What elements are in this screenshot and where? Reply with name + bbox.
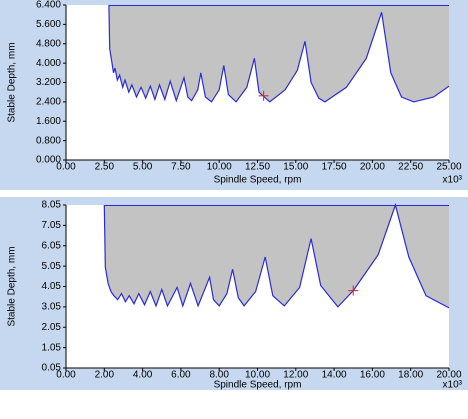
x-tick-label: 10.00 [245,370,270,381]
x-multiplier: x10³ [443,380,463,391]
x-tick-label: 18.00 [398,370,423,381]
x-tick-label: 2.00 [95,370,115,381]
y-tick-label: 4.800 [36,38,61,49]
y-tick-label: 7.05 [42,220,62,231]
y-tick-label: 0.800 [36,135,61,146]
y-tick-label: 6.400 [36,0,61,11]
x-tick-label: 5.00 [133,162,153,173]
x-tick-label: 20.00 [436,370,461,381]
y-tick-label: 6.05 [42,240,62,251]
x-tick-label: 2.50 [95,162,115,173]
operating-point [348,285,359,296]
y-axis-title: Stable Depth, mm [7,246,18,326]
x-tick-label: 17.50 [322,162,347,173]
y-axis-title: Stable Depth, mm [7,42,18,122]
y-tick-label: 5.05 [42,261,62,272]
x-tick-label: 15.00 [283,162,308,173]
y-tick-label: 0.05 [42,363,62,374]
x-axis-title: Spindle Speed, rpm [214,380,302,391]
x-tick-label: 7.50 [171,162,191,173]
x-tick-label: 8.00 [209,370,229,381]
x-tick-label: 10.00 [207,162,232,173]
y-tick-label: 1.05 [42,342,62,353]
operating-point [258,90,269,101]
y-tick-label: 4.05 [42,281,62,292]
y-tick-label: 2.400 [36,97,61,108]
x-tick-label: 0.00 [56,162,76,173]
x-multiplier: x10³ [443,175,463,186]
y-tick-label: 4.000 [36,58,61,69]
x-tick-label: 14.00 [322,370,347,381]
x-tick-label: 6.00 [171,370,191,381]
x-tick-label: 12.50 [245,162,270,173]
y-tick-label: 2.05 [42,322,62,333]
x-axis-title: Spindle Speed, rpm [214,175,302,186]
stability-lobe-line [108,4,450,103]
stable-region-fill [108,5,450,102]
y-tick-label: 8.05 [42,200,62,211]
x-tick-label: 4.00 [133,370,153,381]
y-tick-label: 3.05 [42,302,62,313]
x-tick-label: 0.00 [56,370,76,381]
x-tick-label: 12.00 [283,370,308,381]
y-tick-label: 1.600 [36,116,61,127]
x-tick-label: 20.00 [360,162,385,173]
x-tick-label: 16.00 [360,370,385,381]
stability-lobe-line [103,202,450,309]
y-tick-label: 3.200 [36,77,61,88]
x-tick-label: 22.50 [398,162,423,173]
y-tick-label: 5.600 [36,19,61,30]
x-tick-label: 25.00 [436,162,461,173]
y-tick-label: 0.000 [36,155,61,166]
